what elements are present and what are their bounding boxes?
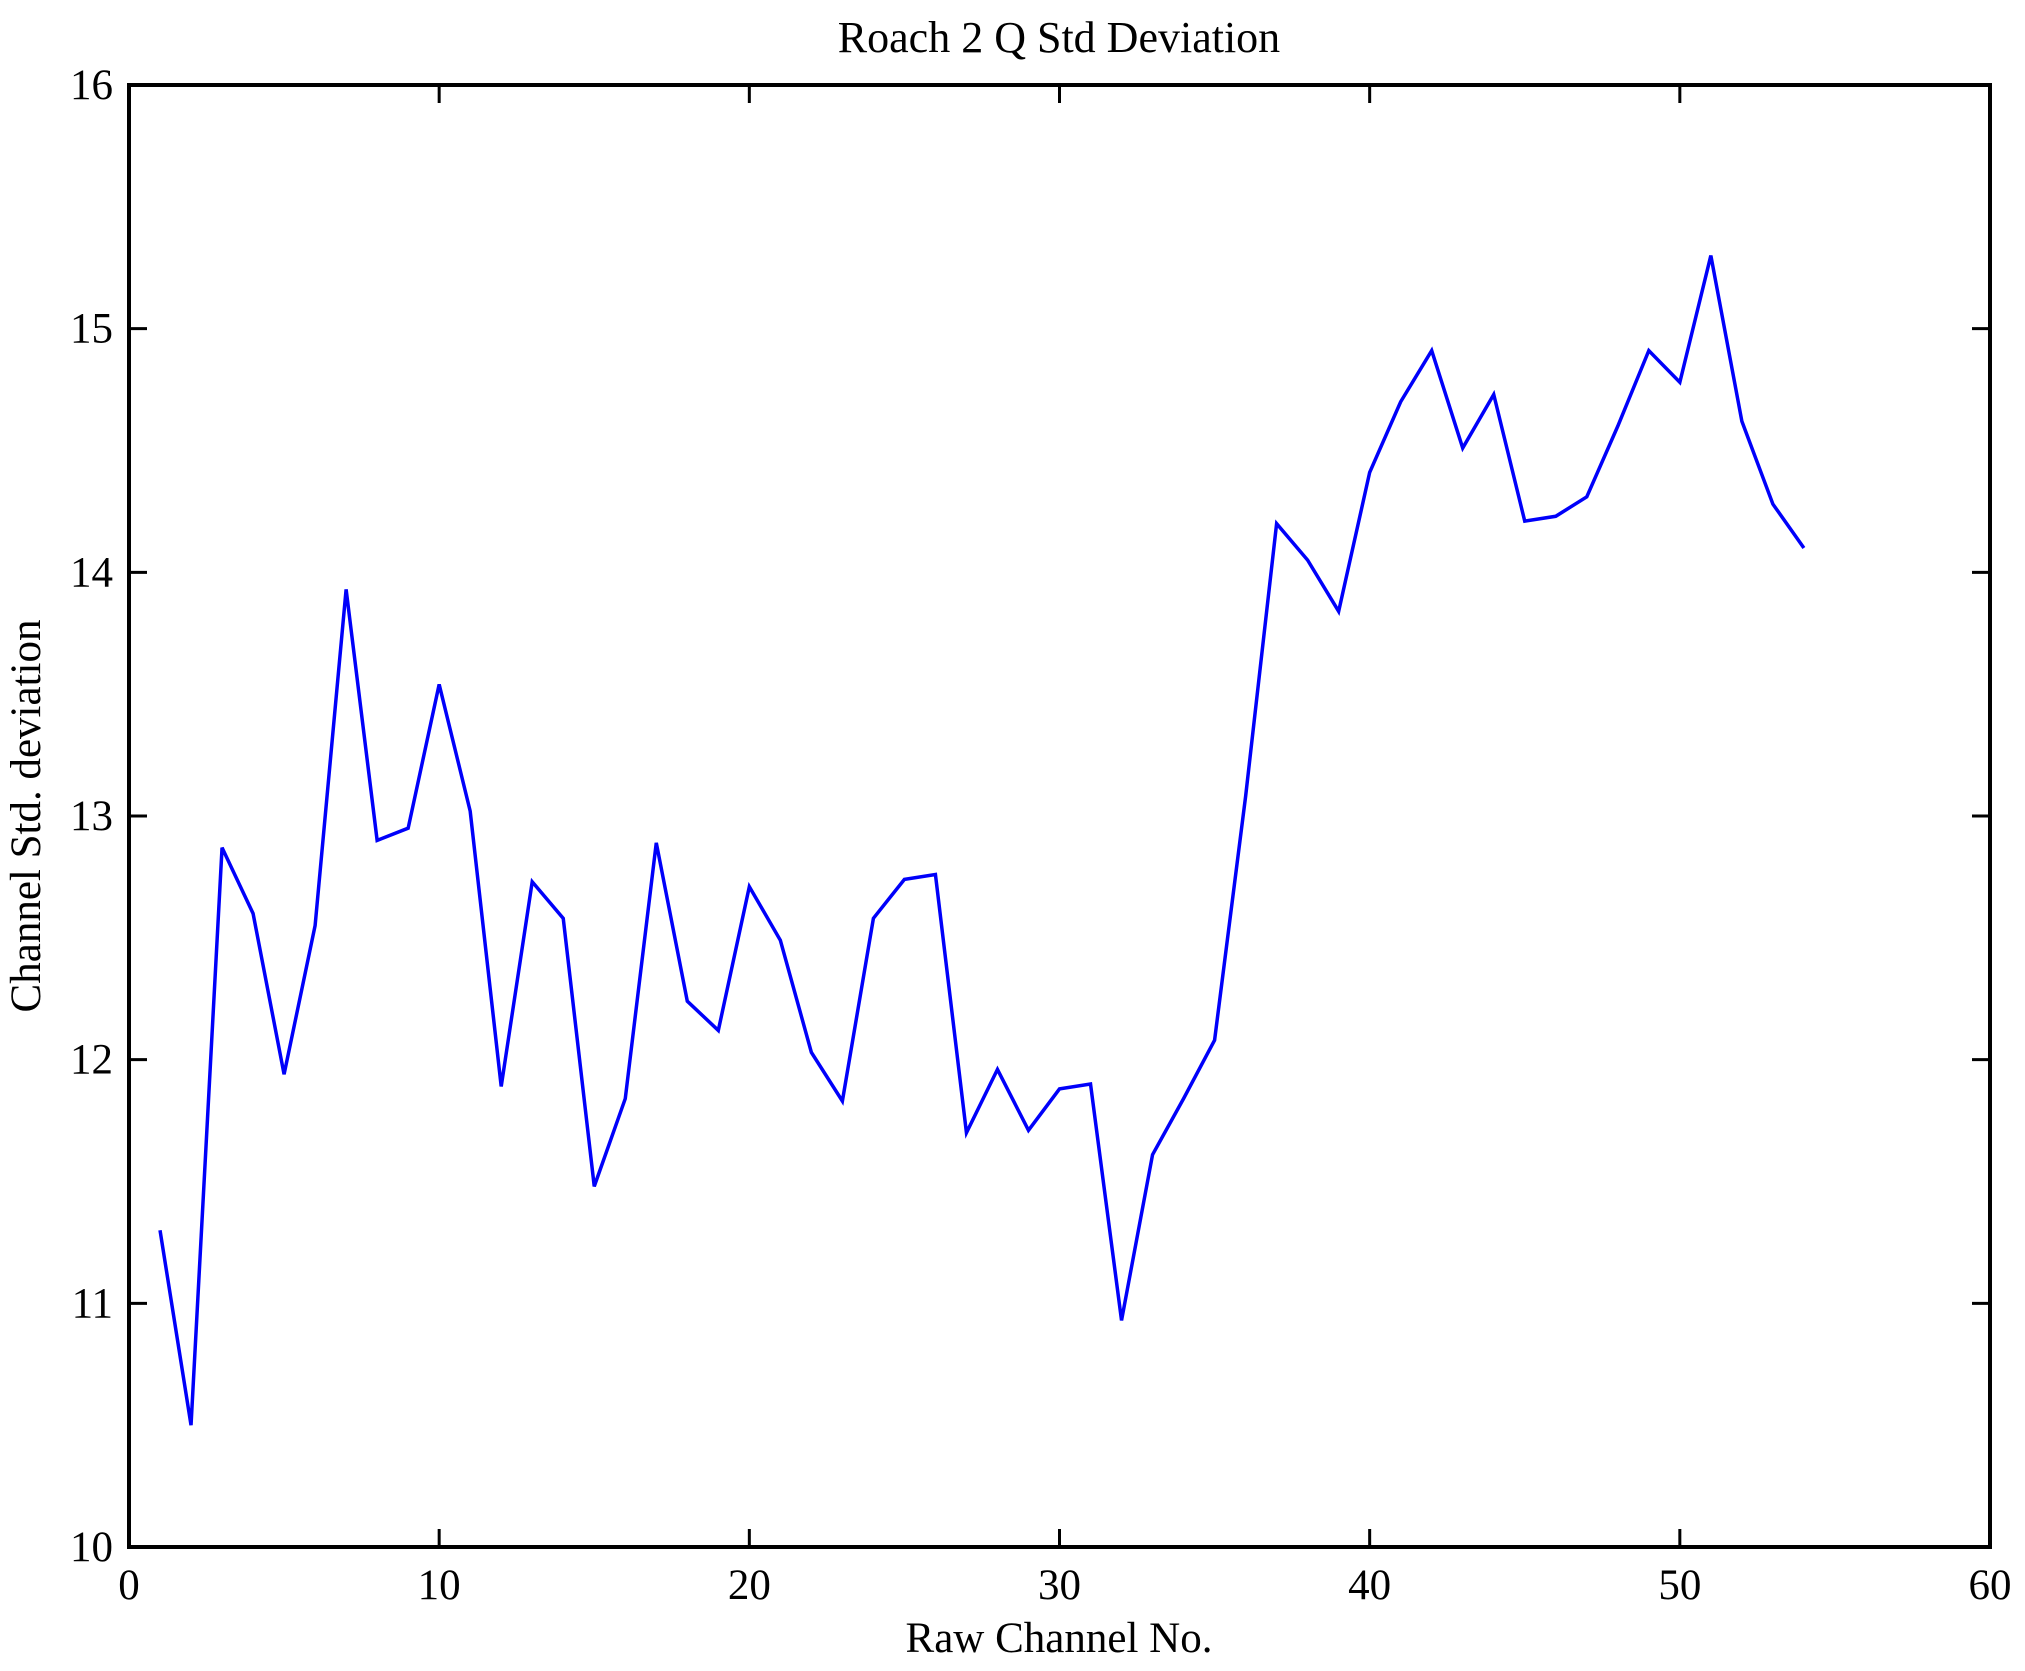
y-tick-label: 15 — [70, 306, 113, 353]
y-axis-label: Channel Std. deviation — [3, 620, 50, 1013]
plot-box — [127, 83, 1992, 1549]
series-layer — [158, 255, 1806, 1426]
x-tick-label: 30 — [1038, 1562, 1081, 1609]
y-tick-label: 14 — [70, 549, 113, 596]
x-tick-label: 60 — [1969, 1562, 2012, 1609]
x-axis-label: Raw Channel No. — [906, 1615, 1213, 1662]
x-tick-label: 40 — [1348, 1562, 1391, 1609]
x-tick-label: 0 — [118, 1562, 140, 1609]
data-line — [158, 255, 1806, 1426]
y-tick-label: 11 — [72, 1280, 113, 1327]
y-tick-label: 13 — [70, 793, 113, 840]
y-tick-label: 16 — [70, 62, 113, 109]
x-tick-label: 10 — [418, 1562, 461, 1609]
y-tick-label: 10 — [70, 1524, 113, 1571]
y-tick-label: 12 — [70, 1037, 113, 1084]
x-tick-label: 50 — [1658, 1562, 1701, 1609]
chart-title: Roach 2 Q Std Deviation — [838, 13, 1280, 62]
x-tick-label: 20 — [728, 1562, 771, 1609]
